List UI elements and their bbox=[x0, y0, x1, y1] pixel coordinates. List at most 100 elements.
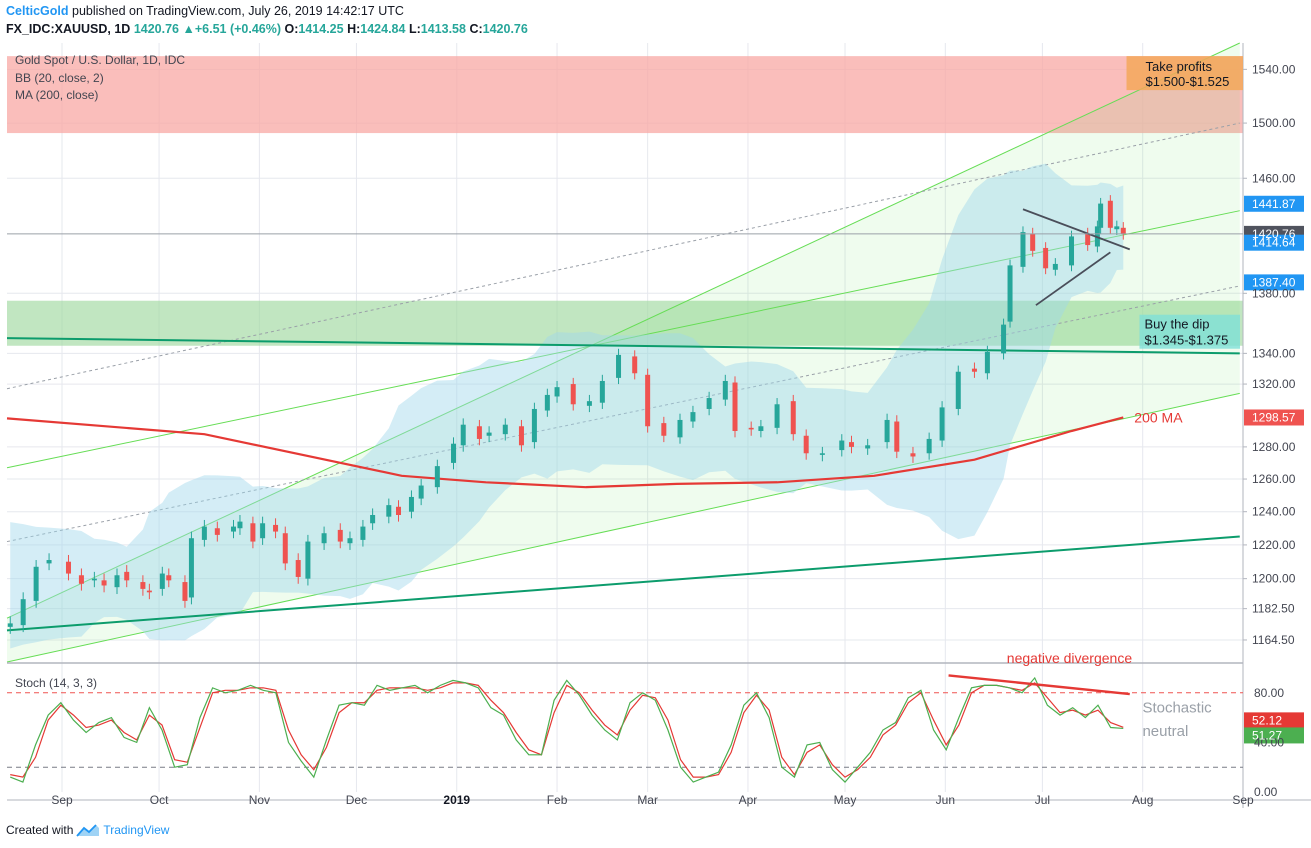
candle-body[interactable] bbox=[894, 421, 900, 452]
candle-body[interactable] bbox=[544, 394, 550, 411]
candle-body[interactable] bbox=[230, 526, 236, 532]
candle-body[interactable] bbox=[166, 575, 172, 581]
candle-body[interactable] bbox=[971, 368, 977, 372]
candle-body[interactable] bbox=[159, 573, 165, 589]
candle-body[interactable] bbox=[282, 533, 288, 564]
candle-body[interactable] bbox=[370, 515, 376, 524]
candle-body[interactable] bbox=[1114, 226, 1120, 230]
candle-body[interactable] bbox=[570, 384, 576, 405]
candle-body[interactable] bbox=[1069, 236, 1075, 266]
candle-body[interactable] bbox=[722, 380, 728, 400]
candle-body[interactable] bbox=[476, 426, 482, 439]
candle-body[interactable] bbox=[360, 526, 366, 540]
candle-body[interactable] bbox=[347, 538, 353, 544]
candle-body[interactable] bbox=[214, 528, 220, 535]
candle-body[interactable] bbox=[661, 423, 667, 436]
price-tick-label: 1260.00 bbox=[1252, 472, 1296, 486]
price-tick-label: 1240.00 bbox=[1252, 505, 1296, 519]
legend-bb[interactable]: BB (20, close, 2) bbox=[15, 71, 104, 85]
candle-body[interactable] bbox=[396, 506, 402, 516]
candle-body[interactable] bbox=[884, 419, 890, 443]
candle-body[interactable] bbox=[1098, 203, 1104, 228]
candle-body[interactable] bbox=[790, 401, 796, 435]
candle-body[interactable] bbox=[114, 575, 120, 588]
candle-body[interactable] bbox=[1001, 324, 1007, 354]
candle-body[interactable] bbox=[984, 351, 990, 374]
candle-body[interactable] bbox=[321, 533, 327, 544]
candle-body[interactable] bbox=[1120, 227, 1126, 234]
candle-body[interactable] bbox=[408, 496, 414, 512]
candle-body[interactable] bbox=[616, 354, 622, 378]
candle-body[interactable] bbox=[305, 541, 311, 579]
legend-stoch[interactable]: Stoch (14, 3, 3) bbox=[15, 676, 98, 690]
candle-body[interactable] bbox=[1107, 200, 1113, 228]
candle-body[interactable] bbox=[1043, 247, 1049, 269]
candle-body[interactable] bbox=[865, 445, 871, 449]
author-link[interactable]: CelticGold bbox=[6, 4, 69, 18]
candle-body[interactable] bbox=[774, 404, 780, 428]
candle-body[interactable] bbox=[803, 435, 809, 454]
candle-body[interactable] bbox=[677, 419, 683, 438]
candle-body[interactable] bbox=[91, 578, 97, 581]
candle-body[interactable] bbox=[1020, 232, 1026, 267]
candle-body[interactable] bbox=[486, 432, 492, 436]
candle-body[interactable] bbox=[518, 426, 524, 446]
candle-body[interactable] bbox=[690, 412, 696, 422]
candle-body[interactable] bbox=[250, 523, 256, 542]
candle-body[interactable] bbox=[434, 466, 440, 488]
candle-body[interactable] bbox=[706, 398, 712, 409]
candle-body[interactable] bbox=[910, 453, 916, 457]
candle-body[interactable] bbox=[201, 526, 207, 540]
triangle-line-1 bbox=[1035, 251, 1111, 306]
candle-body[interactable] bbox=[819, 453, 825, 455]
candle-body[interactable] bbox=[955, 371, 961, 409]
candle-body[interactable] bbox=[848, 442, 854, 447]
candle-body[interactable] bbox=[146, 590, 152, 593]
candle-body[interactable] bbox=[839, 440, 845, 451]
candle-body[interactable] bbox=[33, 566, 39, 601]
candle-body[interactable] bbox=[124, 571, 130, 581]
candle-body[interactable] bbox=[7, 623, 13, 627]
candle-body[interactable] bbox=[1052, 263, 1058, 270]
candle-body[interactable] bbox=[645, 374, 651, 427]
candle-body[interactable] bbox=[599, 380, 605, 403]
candle-body[interactable] bbox=[531, 408, 537, 443]
candle-body[interactable] bbox=[502, 424, 508, 435]
candle-body[interactable] bbox=[65, 561, 71, 574]
symbol-name[interactable]: FX_IDC:XAUUSD, 1D bbox=[6, 22, 131, 36]
legend-title[interactable]: Gold Spot / U.S. Dollar, 1D, IDC bbox=[15, 53, 186, 67]
candle-body[interactable] bbox=[748, 427, 754, 430]
candle-body[interactable] bbox=[1007, 265, 1013, 322]
candle-body[interactable] bbox=[337, 529, 343, 542]
candle-body[interactable] bbox=[101, 580, 107, 586]
candle-body[interactable] bbox=[939, 407, 945, 441]
publish-info: published on TradingView.com, July 26, 2… bbox=[72, 4, 404, 18]
candle-body[interactable] bbox=[78, 575, 84, 584]
candle-body[interactable] bbox=[386, 505, 392, 517]
candle-body[interactable] bbox=[586, 401, 592, 406]
candle-body[interactable] bbox=[295, 560, 301, 577]
candle-body[interactable] bbox=[1030, 233, 1036, 251]
candle-body[interactable] bbox=[732, 382, 738, 432]
candle-body[interactable] bbox=[758, 426, 764, 432]
candle-body[interactable] bbox=[260, 523, 266, 539]
candle-body[interactable] bbox=[632, 356, 638, 374]
candle-body[interactable] bbox=[20, 599, 26, 626]
price-pane[interactable] bbox=[7, 43, 1243, 662]
candle-body[interactable] bbox=[451, 443, 457, 463]
candle-body[interactable] bbox=[140, 582, 146, 589]
candle-body[interactable] bbox=[418, 485, 424, 499]
candle-body[interactable] bbox=[273, 524, 279, 532]
tradingview-link[interactable]: TradingView bbox=[103, 823, 170, 837]
candle-body[interactable] bbox=[1085, 233, 1091, 246]
candle-body[interactable] bbox=[182, 582, 188, 601]
candle-body[interactable] bbox=[926, 438, 932, 454]
candle-body[interactable] bbox=[46, 560, 52, 564]
take-profit-range: $1.500-$1.525 bbox=[1146, 74, 1230, 89]
candle-body[interactable] bbox=[554, 387, 560, 397]
legend-ma[interactable]: MA (200, close) bbox=[15, 88, 99, 102]
candle-body[interactable] bbox=[188, 538, 194, 598]
candle-body[interactable] bbox=[460, 424, 466, 446]
candle-body[interactable] bbox=[237, 521, 243, 529]
